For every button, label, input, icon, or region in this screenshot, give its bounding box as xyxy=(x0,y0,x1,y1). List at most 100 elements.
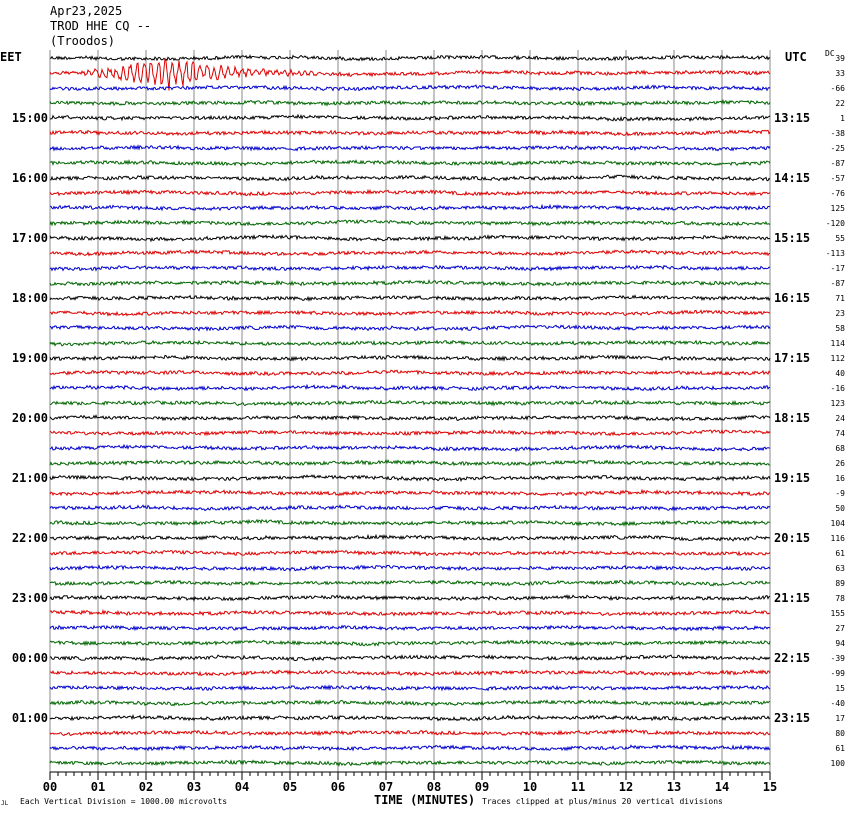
trace-line xyxy=(49,144,771,152)
right-hour-label: 23:15 xyxy=(774,711,810,725)
scale-note: Each Vertical Division = 1000.00 microvo… xyxy=(20,797,228,806)
trace-line xyxy=(49,443,771,453)
x-tick-label: 01 xyxy=(91,780,105,794)
dc-offset-label: 55 xyxy=(835,234,845,243)
trace-line xyxy=(49,399,771,407)
dc-offset-label: -99 xyxy=(831,669,846,678)
trace-line xyxy=(49,414,771,422)
dc-offset-label: 94 xyxy=(835,639,845,648)
dc-offset-label: 17 xyxy=(835,714,845,723)
trace-group xyxy=(49,54,771,767)
dc-offset-label: -25 xyxy=(831,144,846,153)
dc-offset-label: -113 xyxy=(826,249,845,258)
right-hour-label: 13:15 xyxy=(774,111,810,125)
trace-line xyxy=(49,744,771,752)
right-hour-label: 19:15 xyxy=(774,471,810,485)
clip-note: Traces clipped at plus/minus 20 vertical… xyxy=(482,797,723,806)
x-tick-label: 14 xyxy=(715,780,729,794)
left-hour-label: 17:00 xyxy=(12,231,48,245)
right-hour-label: 20:15 xyxy=(774,531,810,545)
dc-offset-label: -57 xyxy=(831,174,846,183)
dc-offset-label: 71 xyxy=(835,294,845,303)
dc-offset-label: 16 xyxy=(835,474,845,483)
trace-line xyxy=(49,264,771,272)
dc-offset-label: 50 xyxy=(835,504,845,513)
record-date: Apr23,2025 xyxy=(50,4,123,18)
trace-line xyxy=(49,174,771,182)
dc-offset-label: -76 xyxy=(831,189,846,198)
dc-offset-label: 24 xyxy=(835,414,845,423)
trace-line xyxy=(49,474,771,483)
trace-line xyxy=(49,309,771,317)
trace-line xyxy=(49,698,771,707)
trace-line xyxy=(49,653,771,662)
trace-line xyxy=(49,759,771,767)
left-hour-label: 15:00 xyxy=(12,111,48,125)
dc-offset-label: 104 xyxy=(831,519,846,528)
dc-offset-label: 39 xyxy=(835,54,845,63)
dc-offset-label: -87 xyxy=(831,279,846,288)
trace-line xyxy=(49,669,771,677)
dc-offset-label: 63 xyxy=(835,564,845,573)
trace-line xyxy=(49,458,771,467)
dc-offset-label: 27 xyxy=(835,624,845,633)
dc-offset-label: -17 xyxy=(831,264,846,273)
dc-offset-label: -9 xyxy=(835,489,845,498)
x-tick-label: 10 xyxy=(523,780,537,794)
trace-line xyxy=(49,294,771,302)
trace-line xyxy=(49,54,771,62)
station-location: (Troodos) xyxy=(50,34,116,48)
dc-offset-label: 61 xyxy=(835,549,845,558)
trace-line xyxy=(49,234,771,243)
trace-line xyxy=(49,684,771,692)
trace-line xyxy=(49,549,771,557)
left-hour-label: 21:00 xyxy=(12,471,48,485)
dc-offset-label: 125 xyxy=(831,204,846,213)
x-tick-label: 15 xyxy=(763,780,777,794)
right-hour-label: 16:15 xyxy=(774,291,810,305)
dc-offset-label: 89 xyxy=(835,579,845,588)
x-tick-label: 02 xyxy=(139,780,153,794)
x-tick-label: 08 xyxy=(427,780,441,794)
trace-line xyxy=(49,159,771,167)
left-hour-label: 22:00 xyxy=(12,531,48,545)
dc-offset-label: 78 xyxy=(835,594,845,603)
dc-offset-label: 58 xyxy=(835,324,845,333)
trace-line xyxy=(49,504,771,512)
x-tick-label: 09 xyxy=(475,780,489,794)
right-hour-label: 21:15 xyxy=(774,591,810,605)
trace-line xyxy=(49,624,771,632)
dc-offset-label: -66 xyxy=(831,84,846,93)
dc-offset-label: 61 xyxy=(835,744,845,753)
trace-line xyxy=(49,518,771,527)
dc-offset-label: 74 xyxy=(835,429,845,438)
x-tick-label: 07 xyxy=(379,780,393,794)
trace-line xyxy=(49,428,771,437)
dc-offset-label: 80 xyxy=(835,729,845,738)
trace-line xyxy=(49,579,771,587)
trace-line xyxy=(49,98,771,107)
x-tick-label: 00 xyxy=(43,780,57,794)
trace-line xyxy=(49,339,771,347)
dc-offset-label: 112 xyxy=(831,354,846,363)
dc-offset-label: 22 xyxy=(835,99,845,108)
trace-line xyxy=(49,383,771,392)
left-hour-label: 16:00 xyxy=(12,171,48,185)
dc-offset-label: -16 xyxy=(831,384,846,393)
trace-line xyxy=(49,218,771,227)
left-hour-label: 01:00 xyxy=(12,711,48,725)
minute-grid xyxy=(49,50,771,772)
utc-hour-labels: 13:15 14:15 15:15 16:15 17:15 18:15 19:15 20:15… xyxy=(774,111,810,725)
x-tick-label: 11 xyxy=(571,780,585,794)
x-tick-label: 05 xyxy=(283,780,297,794)
x-tick-label: 06 xyxy=(331,780,345,794)
trace-line xyxy=(49,58,771,91)
dc-offset-label: -39 xyxy=(831,654,846,663)
left-hour-label: 20:00 xyxy=(12,411,48,425)
dc-offset-label: 123 xyxy=(831,399,846,408)
local-hour-labels: 15:00 16:00 17:00 18:00 19:00 20:00 21:00 22:00… xyxy=(12,111,48,725)
dc-offset-label: 100 xyxy=(831,759,846,768)
left-hour-label: 00:00 xyxy=(12,651,48,665)
trace-line xyxy=(49,488,771,497)
dc-offset-label: -120 xyxy=(826,219,845,228)
